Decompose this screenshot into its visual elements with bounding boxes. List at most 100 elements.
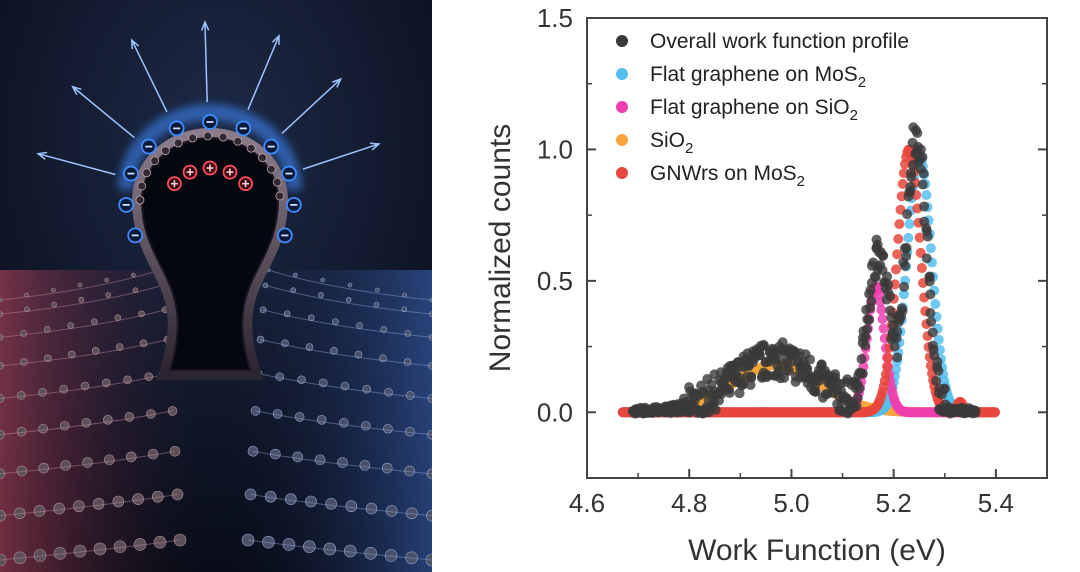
carbon-bond-row bbox=[0, 410, 173, 436]
carbon-atom bbox=[318, 292, 324, 298]
carbon-atom bbox=[138, 310, 145, 318]
y-tick-label: 1.5 bbox=[537, 3, 573, 33]
carbon-atom bbox=[113, 540, 127, 553]
carbon-bond-row bbox=[262, 309, 432, 338]
carbon-atom bbox=[0, 468, 6, 480]
field-arrowhead bbox=[36, 151, 48, 160]
wrinkle-atom bbox=[137, 181, 147, 191]
carbon-atom bbox=[20, 330, 27, 337]
carbon-atom bbox=[16, 426, 27, 437]
legend-label: Overall work function profile bbox=[650, 30, 909, 53]
graphene-sheet-right bbox=[241, 267, 432, 567]
field-arrow bbox=[302, 143, 380, 170]
data-point bbox=[925, 289, 936, 300]
carbon-atom bbox=[303, 540, 316, 553]
wrinkle-atom bbox=[160, 146, 170, 156]
carbon-atom bbox=[262, 282, 269, 289]
axis-ticks: 4.6 4.8 5.0 5.2 5.4 0.0 0.5 1.0 1.5 bbox=[537, 3, 1047, 518]
carbon-bond-row bbox=[0, 309, 166, 338]
carbon-atom bbox=[404, 330, 412, 337]
carbon-bond-row bbox=[0, 284, 163, 315]
wrinkle-atom bbox=[203, 131, 213, 141]
legend: Overall work function profile Flat graphe… bbox=[616, 30, 909, 190]
carbon-atom bbox=[124, 412, 135, 422]
data-point bbox=[852, 393, 863, 404]
carbon-atom bbox=[115, 343, 124, 351]
data-point bbox=[891, 364, 902, 375]
x-tick-label: 4.6 bbox=[569, 488, 605, 518]
series-layer bbox=[617, 122, 1000, 419]
carbon-atom bbox=[426, 509, 432, 522]
wrinkle-cavity bbox=[140, 137, 280, 371]
carbon-atom bbox=[384, 549, 398, 562]
carbon-atom bbox=[0, 334, 4, 341]
carbon-atom bbox=[318, 378, 328, 388]
carbon-atom bbox=[24, 292, 29, 298]
wrinkle-atom bbox=[258, 153, 267, 163]
field-arrow bbox=[72, 86, 135, 139]
data-point bbox=[877, 313, 888, 324]
data-point bbox=[925, 243, 936, 254]
plot-frame bbox=[586, 17, 1048, 479]
data-point bbox=[901, 251, 912, 262]
carbon-atom bbox=[379, 354, 387, 363]
carbon-atom bbox=[429, 311, 432, 317]
charge-markers bbox=[118, 114, 302, 244]
carbon-atom bbox=[16, 465, 28, 477]
carbon-atom bbox=[60, 460, 71, 471]
data-point bbox=[891, 264, 902, 275]
carbon-atom bbox=[290, 287, 297, 293]
data-point bbox=[883, 352, 894, 363]
carbon-atom bbox=[123, 375, 132, 385]
field-arrowhead bbox=[331, 77, 343, 88]
legend-label: Flat graphene on MoS2 bbox=[650, 63, 866, 91]
carbon-atom bbox=[264, 490, 277, 503]
data-point bbox=[880, 369, 891, 380]
carbon-bond-row bbox=[0, 339, 168, 367]
carbon-atom bbox=[259, 306, 267, 314]
carbon-atom bbox=[24, 306, 30, 313]
carbon-atom bbox=[383, 423, 393, 434]
field-arrowhead bbox=[71, 85, 82, 96]
x-tick-label: 5.0 bbox=[773, 488, 809, 518]
data-point bbox=[777, 337, 788, 348]
data-point bbox=[866, 296, 877, 307]
data-point bbox=[927, 327, 938, 338]
data-point bbox=[854, 383, 865, 394]
data-point bbox=[898, 289, 909, 300]
data-point bbox=[930, 299, 941, 310]
carbon-atom bbox=[0, 311, 3, 317]
data-point bbox=[801, 364, 812, 375]
legend-label: SiO2 bbox=[650, 129, 693, 157]
carbon-atom bbox=[125, 451, 137, 463]
carbon-atom bbox=[359, 460, 371, 471]
carbon-atom bbox=[53, 547, 67, 560]
field-arrowhead bbox=[369, 142, 381, 151]
carbon-atom bbox=[73, 544, 87, 558]
carbon-bond-row bbox=[0, 269, 161, 301]
carbon-atom bbox=[133, 538, 147, 551]
wrinkle-atom bbox=[135, 195, 145, 205]
carbon-atom bbox=[0, 509, 6, 522]
carbon-bond-row bbox=[260, 339, 432, 367]
carbon-atom bbox=[292, 451, 304, 463]
carbon-bond-row bbox=[265, 284, 432, 315]
data-point bbox=[925, 307, 936, 318]
carbon-atom bbox=[147, 448, 159, 460]
data-point bbox=[857, 368, 868, 379]
carbon-atom bbox=[80, 381, 90, 391]
data-point bbox=[746, 371, 757, 382]
y-tick-label: 0.0 bbox=[537, 397, 573, 427]
carbon-atom bbox=[151, 490, 164, 503]
legend-item: Flat graphene on SiO2 bbox=[616, 96, 858, 124]
carbon-atom bbox=[429, 297, 432, 303]
carbon-atom bbox=[67, 350, 76, 359]
carbon-atom bbox=[51, 287, 56, 293]
carbon-atom bbox=[275, 372, 285, 381]
data-point bbox=[892, 326, 903, 337]
carbon-atom bbox=[381, 462, 393, 474]
data-point bbox=[724, 387, 735, 398]
carbon-atom bbox=[293, 272, 298, 278]
carbon-atom bbox=[385, 505, 398, 517]
carbon-atom bbox=[316, 415, 327, 425]
